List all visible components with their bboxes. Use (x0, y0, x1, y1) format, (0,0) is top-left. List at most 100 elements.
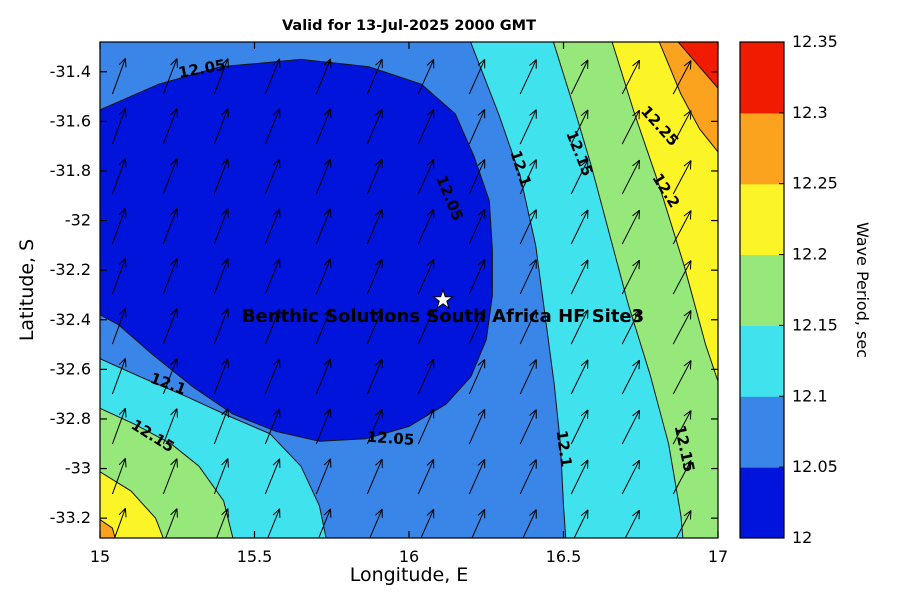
wave-direction-arrow (111, 208, 126, 245)
arrow-head (323, 458, 331, 466)
arrow-head (683, 360, 692, 367)
arrow-head (227, 358, 229, 368)
wave-direction-arrow (366, 208, 383, 245)
station-label: Benthic Solutions South Africa HF Site3 (242, 306, 644, 327)
wave-direction-arrow (264, 358, 281, 395)
wave-direction-arrow (366, 258, 383, 295)
arrow-head (638, 160, 640, 170)
arrow-head (375, 408, 383, 416)
contour-label: 12.1 (553, 429, 576, 468)
wave-direction-arrow (366, 458, 383, 495)
arrow-head (118, 407, 126, 416)
wave-direction-arrow (111, 308, 126, 345)
wave-direction-arrow (672, 460, 692, 495)
arrow-head (580, 159, 589, 167)
arrow-head (580, 59, 589, 67)
wave-direction-arrow (264, 208, 281, 245)
wave-direction-arrow (111, 408, 126, 445)
wave-direction-arrow (621, 209, 640, 245)
wave-direction-arrow (519, 359, 537, 395)
wave-direction-arrow (570, 159, 589, 195)
arrow-head (375, 208, 383, 216)
arrow-head (638, 60, 640, 70)
arrow-head (170, 308, 178, 316)
arrow-head (638, 360, 640, 370)
wave-direction-arrow (570, 459, 589, 495)
arrow-head (689, 260, 692, 270)
wave-direction-arrow (315, 358, 331, 395)
arrow-head (323, 208, 331, 216)
contour-label: 12.05 (366, 428, 415, 449)
wave-direction-arrow (570, 209, 589, 245)
arrow-head (272, 458, 280, 466)
arrow-head (683, 510, 692, 517)
arrow-head (124, 108, 127, 118)
wave-direction-arrow (624, 509, 640, 538)
wave-direction-arrow (468, 259, 486, 295)
arrow-head (580, 259, 589, 267)
wave-direction-arrow (570, 259, 589, 295)
wave-direction-arrow (522, 509, 537, 538)
wave-direction-arrow (417, 59, 435, 95)
arrow-head (638, 510, 640, 520)
arrow-head (638, 110, 640, 120)
wave-direction-arrow (162, 358, 178, 395)
colorbar-band (740, 325, 784, 397)
contour-band-sw-ge-12.25 (100, 518, 116, 538)
wave-direction-arrow (162, 58, 178, 95)
arrow-head (118, 158, 126, 166)
colorbar-tick-label: 12.2 (792, 245, 828, 264)
wave-direction-arrow (162, 458, 178, 495)
wave-direction-arrow (114, 508, 126, 538)
wave-direction-arrow (111, 458, 126, 495)
arrow-head (632, 509, 640, 517)
arrow-head (221, 58, 229, 66)
wave-direction-arrow (366, 108, 383, 145)
y-tick-label: -32.2 (50, 260, 91, 279)
arrow-head (580, 409, 589, 417)
colorbar-tick-label: 12.3 (792, 103, 828, 122)
arrow-head (683, 260, 692, 267)
wave-direction-arrow (315, 158, 331, 195)
arrow-head (323, 108, 331, 116)
arrow-head (118, 258, 126, 266)
arrow-head (124, 208, 127, 218)
arrow-head (580, 509, 589, 517)
arrow-head (221, 108, 229, 116)
wave-direction-arrow (672, 360, 692, 395)
arrow-head (221, 208, 229, 216)
wave-direction-arrow (264, 308, 281, 345)
wave-direction-arrow (468, 459, 486, 495)
wave-direction-arrow (672, 60, 692, 95)
arrow-head (118, 308, 126, 316)
arrow-head (118, 208, 126, 216)
arrow-head (227, 58, 229, 68)
arrow-head (124, 408, 127, 418)
wave-direction-arrow (162, 108, 178, 145)
arrow-head (323, 358, 331, 366)
arrow-head (170, 358, 178, 366)
arrow-head (683, 60, 692, 67)
y-tick-label: -31.8 (50, 161, 91, 180)
wave-direction-arrow (573, 509, 589, 538)
arrow-head (477, 508, 486, 516)
wave-direction-arrow (318, 508, 331, 538)
x-tick-label: 16.5 (546, 547, 582, 566)
wave-direction-arrow (315, 258, 331, 295)
wave-direction-arrow (213, 158, 229, 195)
wave-direction-arrow (213, 58, 229, 95)
arrow-head (477, 159, 486, 166)
wave-direction-arrow (570, 359, 589, 395)
wave-direction-arrow (264, 108, 281, 145)
arrow-head (221, 508, 229, 516)
arrow-head (124, 58, 127, 68)
arrow-head (221, 158, 229, 166)
arrow-head (529, 409, 537, 416)
arrow-head (323, 258, 331, 266)
y-tick-label: -33 (65, 459, 91, 478)
arrow-head (689, 210, 692, 220)
arrow-head (375, 258, 383, 266)
wave-direction-arrow (417, 209, 435, 245)
arrow-head (689, 510, 692, 520)
wave-direction-arrow (264, 408, 281, 445)
